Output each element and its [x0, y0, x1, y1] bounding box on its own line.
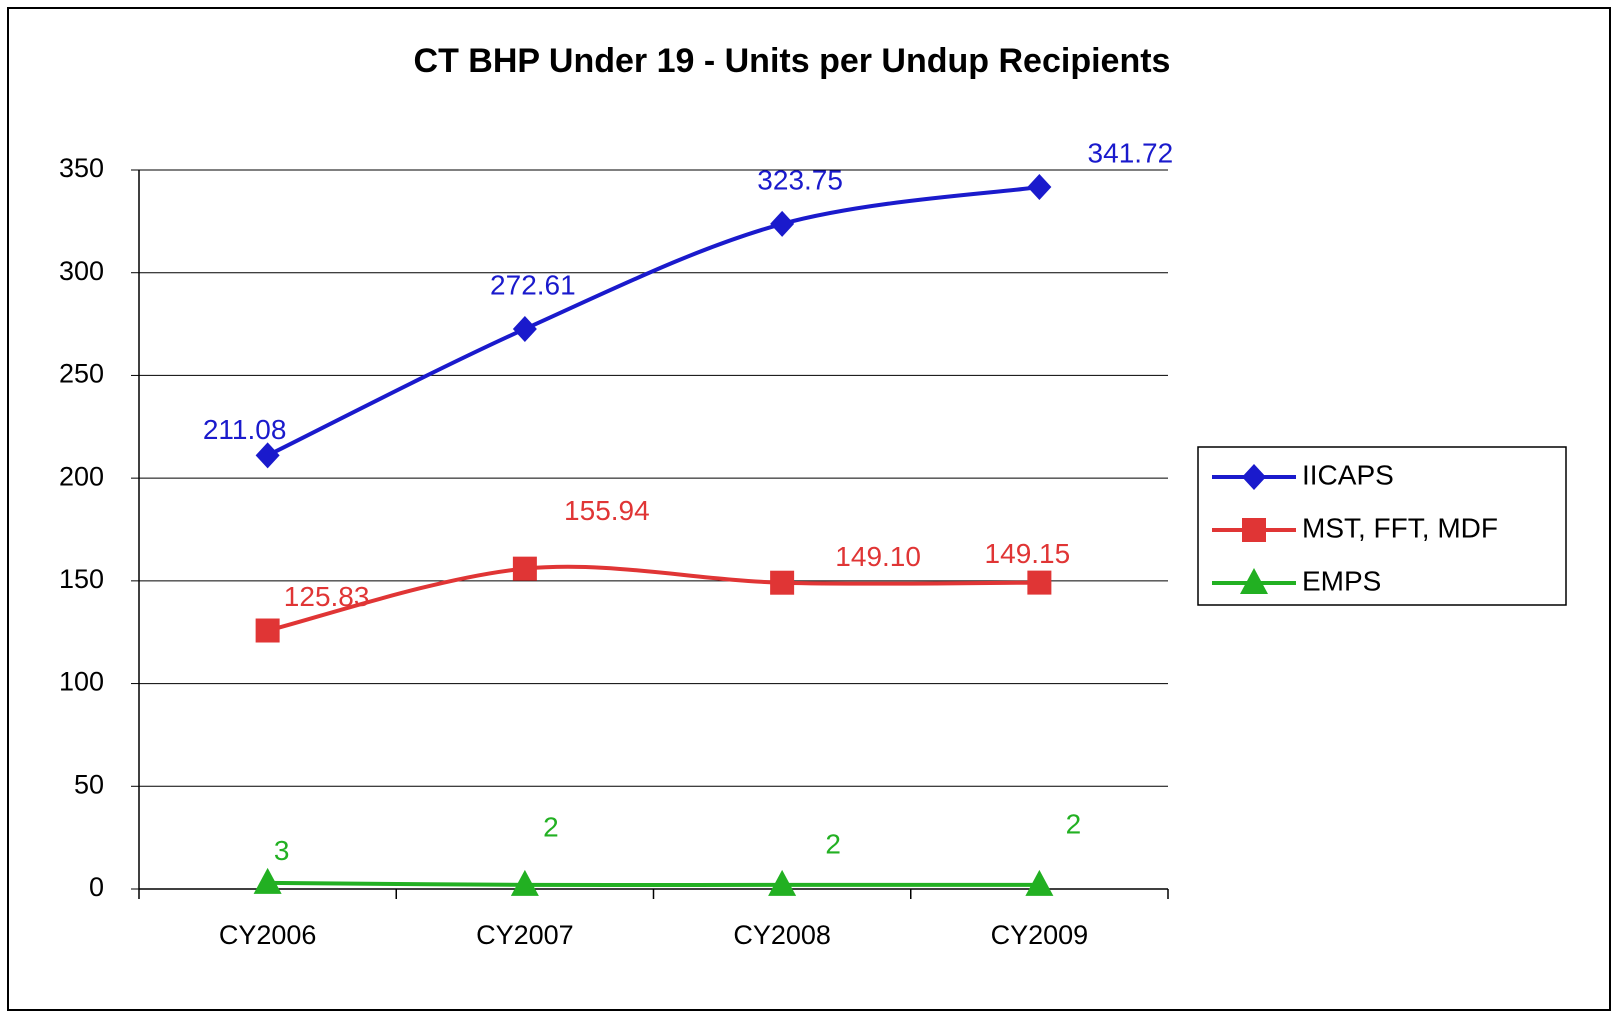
data-point	[512, 556, 537, 581]
data-point	[512, 315, 537, 342]
x-tick-label: CY2008	[733, 920, 831, 950]
y-tick-label: 200	[59, 461, 104, 491]
data-label: 3	[274, 835, 290, 866]
series-line	[266, 185, 1040, 458]
data-label: 211.08	[203, 414, 287, 445]
data-label: 341.72	[1088, 137, 1174, 168]
data-label: 2	[1066, 808, 1082, 839]
legend-label: EMPS	[1302, 565, 1381, 596]
data-point	[510, 869, 539, 896]
data-label: 149.15	[985, 538, 1071, 569]
y-tick-label: 100	[59, 667, 104, 697]
data-label: 155.94	[564, 495, 650, 526]
series-line	[267, 564, 1040, 633]
data-point	[1027, 174, 1052, 201]
data-label: 2	[825, 828, 841, 859]
data-point	[770, 570, 795, 595]
data-point	[770, 210, 795, 237]
data-label: 272.61	[490, 269, 576, 300]
data-point	[255, 442, 280, 469]
x-tick-label: CY2006	[219, 920, 317, 950]
data-label: 323.75	[757, 164, 843, 195]
data-point	[255, 618, 280, 643]
legend-marker	[1240, 568, 1268, 594]
y-tick-label: 50	[74, 769, 104, 799]
y-tick-label: 300	[59, 256, 104, 286]
chart-title: CT BHP Under 19 - Units per Undup Recipi…	[414, 42, 1171, 80]
data-point	[1027, 570, 1052, 595]
y-tick-label: 250	[59, 359, 104, 389]
series-line	[267, 880, 1040, 888]
data-label: 149.10	[835, 541, 921, 572]
y-tick-label: 350	[59, 153, 104, 183]
legend-marker	[1242, 518, 1266, 542]
legend-label: IICAPS	[1302, 459, 1394, 490]
legend-marker	[1242, 464, 1266, 490]
data-point	[1025, 869, 1054, 896]
data-point	[768, 869, 797, 896]
y-tick-label: 150	[59, 564, 104, 594]
x-tick-label: CY2009	[991, 920, 1089, 950]
y-tick-label: 0	[89, 872, 104, 902]
data-label: 2	[543, 811, 559, 842]
data-point	[253, 867, 282, 894]
legend-label: MST, FFT, MDF	[1302, 512, 1498, 543]
x-tick-label: CY2007	[476, 920, 574, 950]
data-label: 125.83	[284, 581, 370, 612]
